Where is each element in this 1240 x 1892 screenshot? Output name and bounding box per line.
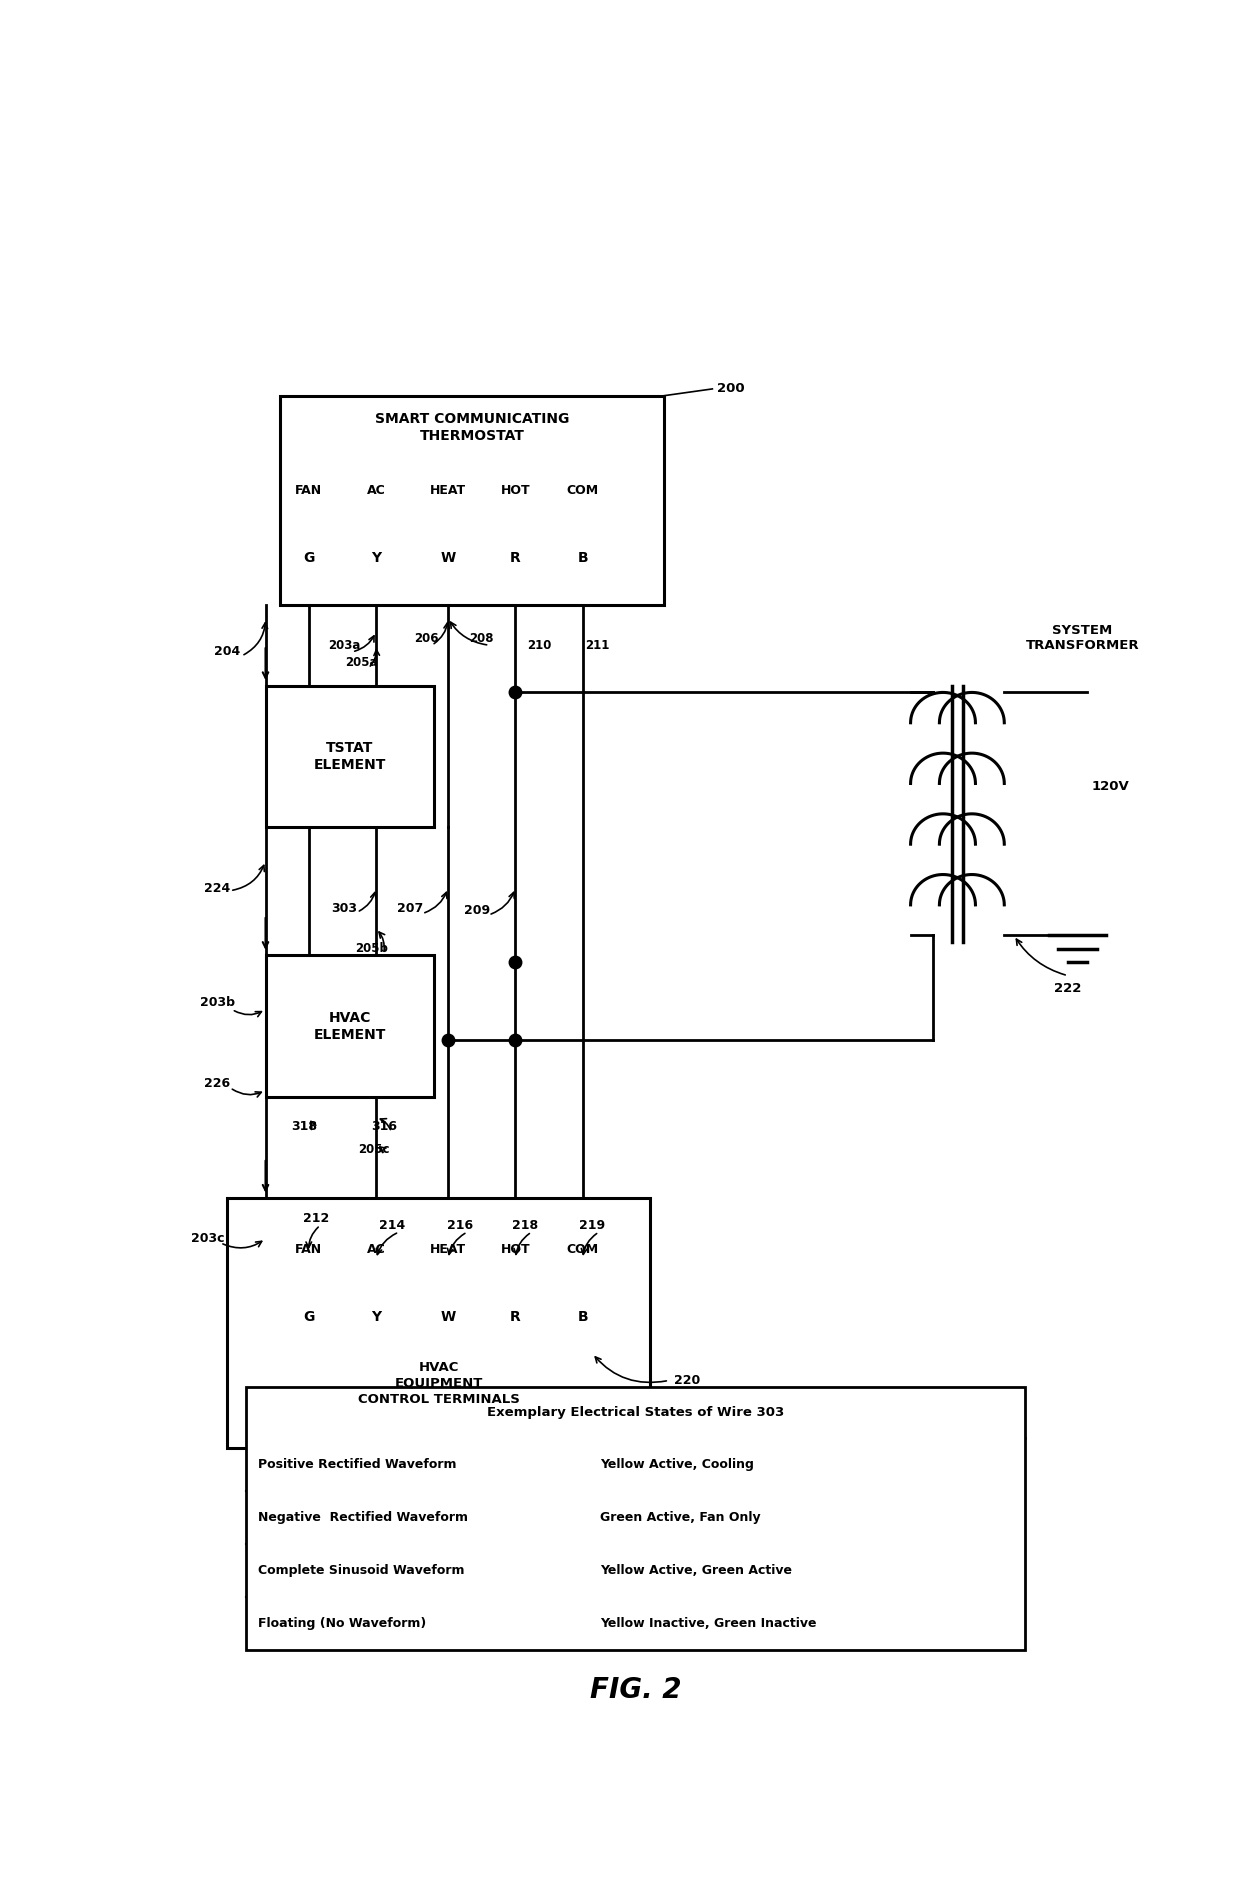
Text: 206: 206 xyxy=(414,632,438,645)
Text: 209: 209 xyxy=(464,904,490,918)
Text: TSTAT
ELEMENT: TSTAT ELEMENT xyxy=(314,742,386,772)
Text: Green Active, Fan Only: Green Active, Fan Only xyxy=(600,1512,761,1525)
Text: 210: 210 xyxy=(527,639,552,651)
Text: Yellow Inactive, Green Inactive: Yellow Inactive, Green Inactive xyxy=(600,1618,817,1631)
Text: 203a: 203a xyxy=(329,639,361,651)
Text: SYSTEM
TRANSFORMER: SYSTEM TRANSFORMER xyxy=(1025,624,1140,653)
Text: COM: COM xyxy=(567,1243,599,1256)
Text: Floating (No Waveform): Floating (No Waveform) xyxy=(258,1618,427,1631)
Text: G: G xyxy=(303,551,315,564)
Text: AC: AC xyxy=(367,484,386,496)
Bar xyxy=(280,395,665,605)
Text: R: R xyxy=(510,1309,521,1324)
Text: 208: 208 xyxy=(470,632,494,645)
Text: HOT: HOT xyxy=(501,1243,531,1256)
Text: 203b: 203b xyxy=(200,997,234,1008)
Text: 218: 218 xyxy=(512,1218,538,1232)
Text: W: W xyxy=(440,1309,456,1324)
Text: 120V: 120V xyxy=(1092,780,1130,793)
Bar xyxy=(247,1387,1024,1650)
Text: Exemplary Electrical States of Wire 303: Exemplary Electrical States of Wire 303 xyxy=(487,1406,784,1419)
Text: FAN: FAN xyxy=(295,1243,322,1256)
Text: B: B xyxy=(578,1309,588,1324)
Text: SMART COMMUNICATING
THERMOSTAT: SMART COMMUNICATING THERMOSTAT xyxy=(374,412,569,443)
Text: 212: 212 xyxy=(304,1213,330,1224)
Text: Yellow Active, Green Active: Yellow Active, Green Active xyxy=(600,1565,792,1578)
Text: HEAT: HEAT xyxy=(430,484,466,496)
Bar xyxy=(227,1198,650,1447)
Text: 220: 220 xyxy=(675,1374,701,1387)
Text: 207: 207 xyxy=(397,902,423,914)
Text: 203c: 203c xyxy=(191,1232,224,1245)
Text: 316: 316 xyxy=(371,1120,397,1133)
Text: Complete Sinusoid Waveform: Complete Sinusoid Waveform xyxy=(258,1565,464,1578)
Text: 303: 303 xyxy=(331,902,357,914)
Text: Y: Y xyxy=(371,551,381,564)
Text: 205a: 205a xyxy=(346,657,378,670)
Text: Negative  Rectified Waveform: Negative Rectified Waveform xyxy=(258,1512,467,1525)
Text: B: B xyxy=(578,551,588,564)
Text: AC: AC xyxy=(367,1243,386,1256)
Text: 204: 204 xyxy=(215,645,241,658)
Text: 205b: 205b xyxy=(355,942,388,955)
Text: 224: 224 xyxy=(205,882,231,895)
Bar xyxy=(265,685,434,827)
Text: Positive Rectified Waveform: Positive Rectified Waveform xyxy=(258,1459,456,1472)
Text: HVAC
EQUIPMENT
CONTROL TERMINALS: HVAC EQUIPMENT CONTROL TERMINALS xyxy=(357,1360,520,1406)
Text: Yellow Active, Cooling: Yellow Active, Cooling xyxy=(600,1459,754,1472)
Text: 219: 219 xyxy=(579,1218,605,1232)
Text: 200: 200 xyxy=(717,382,745,395)
Text: 214: 214 xyxy=(379,1218,405,1232)
Text: HOT: HOT xyxy=(501,484,531,496)
Text: 205c: 205c xyxy=(358,1143,389,1156)
Text: 216: 216 xyxy=(446,1218,472,1232)
Text: 226: 226 xyxy=(205,1077,231,1090)
Text: FIG. 2: FIG. 2 xyxy=(590,1676,681,1705)
Text: 211: 211 xyxy=(585,639,609,651)
Text: COM: COM xyxy=(567,484,599,496)
Text: HEAT: HEAT xyxy=(430,1243,466,1256)
Text: 222: 222 xyxy=(1054,982,1081,995)
Text: 318: 318 xyxy=(291,1120,317,1133)
Bar xyxy=(265,955,434,1097)
Text: HVAC
ELEMENT: HVAC ELEMENT xyxy=(314,1010,386,1042)
Text: FAN: FAN xyxy=(295,484,322,496)
Text: G: G xyxy=(303,1309,315,1324)
Text: Y: Y xyxy=(371,1309,381,1324)
Text: W: W xyxy=(440,551,456,564)
Text: R: R xyxy=(510,551,521,564)
